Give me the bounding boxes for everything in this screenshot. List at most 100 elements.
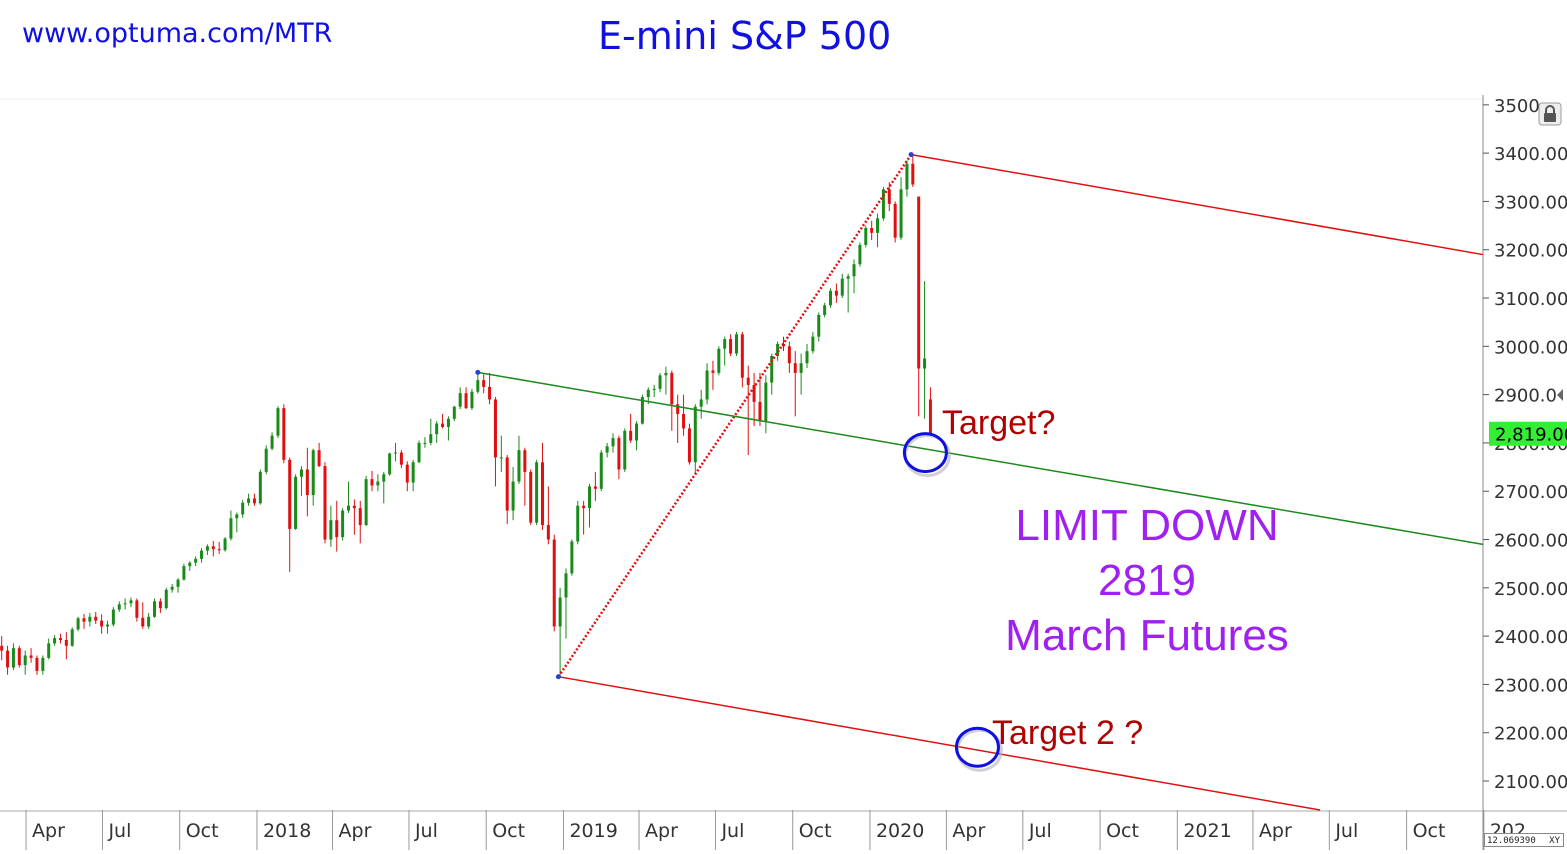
candle-body xyxy=(658,375,662,389)
candle-body xyxy=(317,450,321,467)
candle-body xyxy=(335,520,339,538)
x-tick-label: 2020 xyxy=(876,820,924,842)
candle-body xyxy=(740,334,744,378)
candle xyxy=(223,537,227,552)
candle-body xyxy=(364,479,368,526)
candle xyxy=(270,432,274,451)
candle xyxy=(887,182,891,212)
x-tick-label: Jul xyxy=(414,820,438,842)
candle-body xyxy=(88,616,92,622)
candle xyxy=(529,469,533,526)
candle xyxy=(717,346,721,376)
candle xyxy=(676,394,680,443)
candle xyxy=(711,360,715,390)
x-tick-label: 2021 xyxy=(1183,820,1231,842)
candle xyxy=(593,471,597,501)
candle xyxy=(693,404,697,475)
candle xyxy=(170,583,174,593)
y-tick-label: 3400.00 xyxy=(1494,144,1567,165)
candle-body xyxy=(623,430,627,470)
candle xyxy=(458,387,462,410)
candle-body xyxy=(76,618,80,630)
candle-body xyxy=(70,629,74,646)
candle xyxy=(488,372,492,405)
candle xyxy=(282,404,286,464)
xy-readout[interactable]: 12.069390 XY xyxy=(1484,833,1564,847)
scroll-arrow-icon xyxy=(1557,389,1563,401)
candle-body xyxy=(358,508,362,526)
candle-body xyxy=(252,498,256,504)
target-circle-1 xyxy=(902,432,948,474)
candle-body xyxy=(200,550,204,559)
candle-body xyxy=(564,573,568,598)
y-tick-label: 3300.00 xyxy=(1494,192,1567,213)
candle xyxy=(817,312,821,342)
x-tick-label: Oct xyxy=(1413,820,1446,842)
candle-body xyxy=(382,474,386,482)
x-tick-label: Apr xyxy=(32,820,65,842)
candle-body xyxy=(535,462,539,523)
candle-body xyxy=(35,657,39,671)
candle-body xyxy=(270,435,274,449)
lock-icon[interactable] xyxy=(1538,102,1562,126)
candle xyxy=(64,632,68,660)
candle xyxy=(405,461,409,492)
candle xyxy=(23,650,27,675)
candle xyxy=(570,539,574,576)
candle-body xyxy=(276,408,280,436)
candle xyxy=(364,475,368,526)
candle xyxy=(846,273,850,313)
candle-body xyxy=(64,639,68,646)
candle xyxy=(211,540,215,557)
candle xyxy=(123,598,127,610)
candle-body xyxy=(793,363,797,373)
candle-body xyxy=(388,453,392,475)
candle-body xyxy=(399,452,403,465)
candle-body xyxy=(158,601,162,609)
candle-body xyxy=(117,604,121,610)
candle-body xyxy=(864,227,868,245)
candle xyxy=(834,283,838,303)
candle-body xyxy=(887,189,891,204)
chart-title: E-mini S&P 500 xyxy=(598,14,892,58)
candle-body xyxy=(41,657,45,671)
candle xyxy=(35,655,39,675)
candle-body xyxy=(405,464,409,483)
candle-body xyxy=(705,370,709,400)
candle-body xyxy=(770,355,774,383)
candle-body xyxy=(505,457,509,511)
candle xyxy=(88,612,92,627)
candle xyxy=(670,370,674,431)
candle-body xyxy=(129,600,133,604)
candle xyxy=(376,474,380,492)
candle-body xyxy=(29,655,33,658)
candle xyxy=(229,510,233,541)
candle xyxy=(17,645,21,668)
candle-body xyxy=(652,388,656,390)
candle xyxy=(605,442,609,458)
candle xyxy=(758,372,762,427)
y-tick-label: 2400.00 xyxy=(1494,627,1567,648)
candle-body xyxy=(764,382,768,422)
candle-body xyxy=(646,389,650,398)
candle xyxy=(0,636,4,661)
candle-body xyxy=(446,418,450,427)
candle xyxy=(799,353,803,395)
source-url: www.optuma.com/MTR xyxy=(22,18,333,49)
candle-body xyxy=(905,163,909,190)
candle-body xyxy=(311,450,315,496)
anchor-point-low_2018 xyxy=(555,674,561,680)
x-tick-label: 2018 xyxy=(263,820,311,842)
candle xyxy=(252,493,256,506)
candle xyxy=(176,578,180,593)
xy-tag: XY xyxy=(1549,836,1560,846)
x-tick-label: Oct xyxy=(1106,820,1139,842)
candle xyxy=(752,372,756,427)
candle xyxy=(893,201,897,243)
candle-body xyxy=(264,448,268,472)
candle-body xyxy=(699,399,703,407)
candle-body xyxy=(441,423,445,427)
candle-body xyxy=(417,442,421,463)
candle xyxy=(899,177,903,241)
candle-body xyxy=(511,481,515,511)
